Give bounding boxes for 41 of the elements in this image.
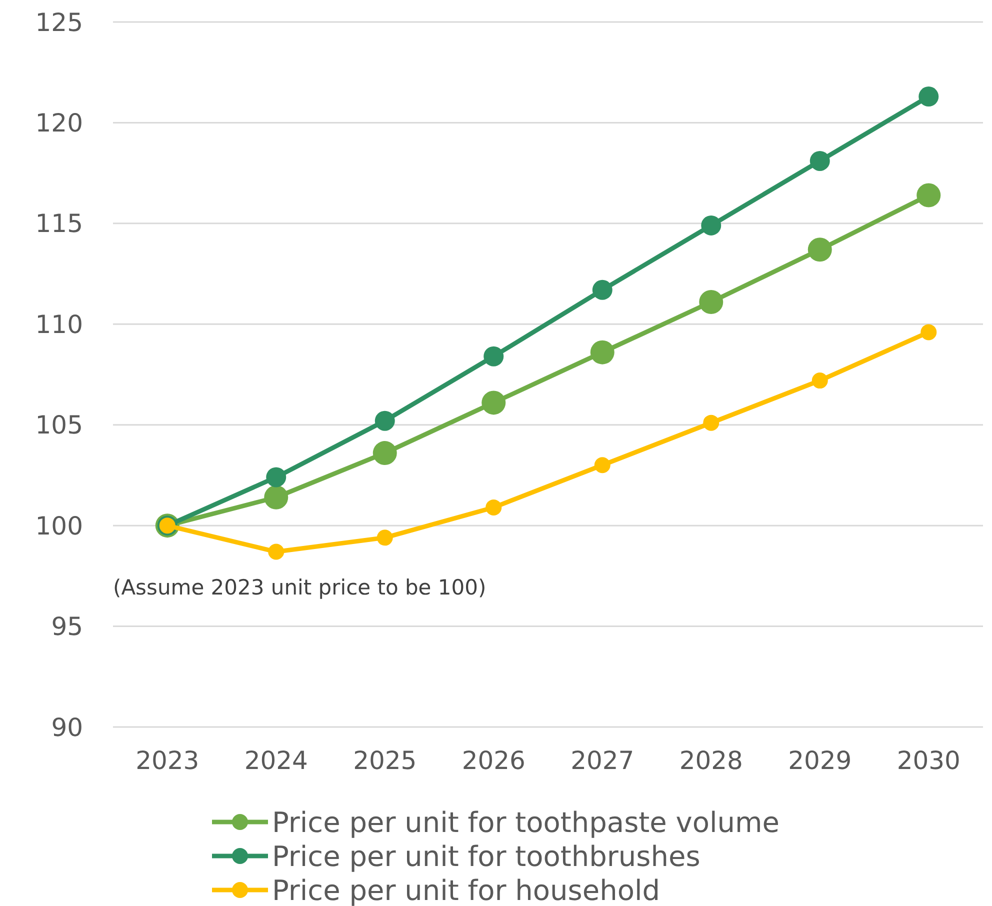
x-tick-label: 2028	[679, 746, 743, 775]
x-tick-label: 2025	[353, 746, 417, 775]
point	[918, 86, 939, 107]
x-tick-label: 2030	[896, 746, 960, 775]
point	[482, 390, 506, 415]
x-tick-label: 2023	[136, 746, 200, 775]
point	[590, 340, 614, 364]
y-tick-label: 105	[35, 410, 83, 440]
legend-label: Price per unit for toothbrushes	[272, 840, 700, 873]
point	[266, 467, 286, 488]
y-tick-label: 90	[51, 712, 83, 742]
point	[264, 485, 288, 510]
point	[372, 441, 397, 466]
point	[808, 238, 832, 262]
point	[699, 290, 724, 314]
y-tick-label: 100	[35, 511, 83, 540]
point	[486, 499, 502, 516]
point	[592, 280, 612, 300]
point	[594, 457, 610, 474]
legend-label: Price per unit for toothpaste volume	[272, 806, 780, 839]
point	[812, 372, 828, 389]
point	[376, 530, 393, 546]
point	[810, 150, 830, 171]
annotation: (Assume 2023 unit price to be 100)	[113, 575, 486, 600]
y-tick-label: 115	[35, 209, 83, 238]
point	[701, 215, 722, 236]
point	[268, 544, 284, 560]
y-tick-label: 120	[35, 108, 83, 138]
x-tick-label: 2026	[462, 746, 526, 775]
x-tick-label: 2024	[244, 746, 308, 775]
x-tick-label: 2027	[570, 746, 634, 775]
x-tick-label: 2029	[788, 746, 852, 775]
y-tick-label: 110	[35, 310, 83, 339]
point	[920, 324, 937, 340]
point	[484, 346, 504, 366]
point	[916, 183, 941, 208]
point	[703, 414, 720, 431]
point	[374, 410, 395, 431]
legend-label: Price per unit for household	[272, 874, 660, 906]
y-tick-label: 125	[35, 8, 83, 37]
y-tick-label: 95	[51, 612, 83, 642]
